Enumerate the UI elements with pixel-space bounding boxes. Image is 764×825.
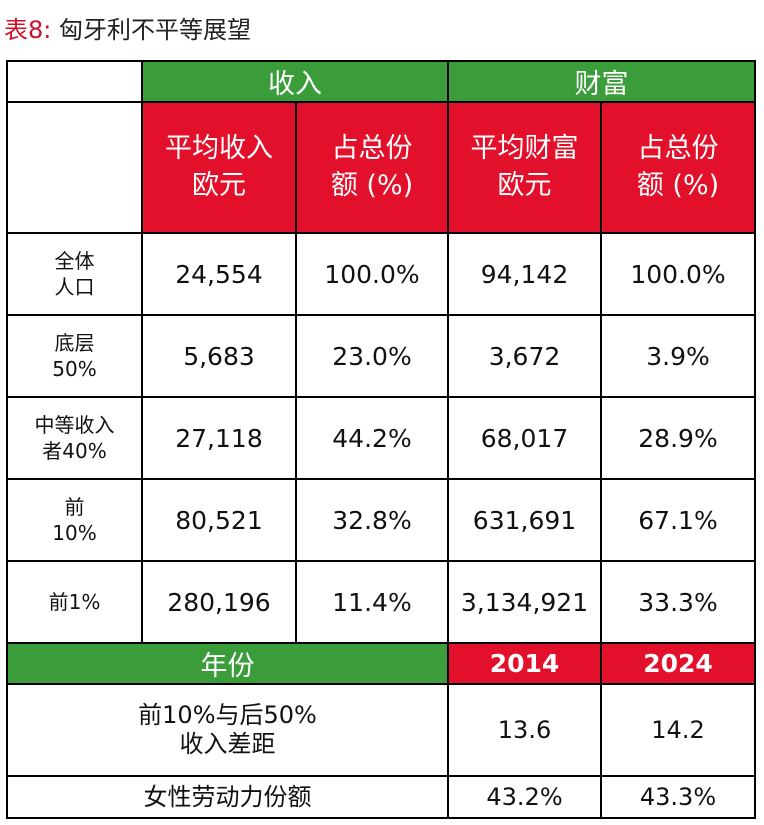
footer-value: 43.3% bbox=[600, 775, 756, 819]
group-header: 收入 bbox=[141, 60, 449, 103]
footer-label: 前10%与后50% 收入差距 bbox=[6, 683, 449, 777]
footer-label: 女性劳动力份额 bbox=[6, 775, 449, 819]
cell-value: 28.9% bbox=[600, 396, 756, 480]
cell-value: 100.0% bbox=[295, 232, 449, 316]
cell-value: 44.2% bbox=[295, 396, 449, 480]
title-label: 表8: bbox=[4, 16, 52, 44]
row-label: 前 10% bbox=[6, 478, 143, 562]
cell-value: 68,017 bbox=[447, 396, 602, 480]
cell-value: 67.1% bbox=[600, 478, 756, 562]
cell-value: 5,683 bbox=[141, 314, 297, 398]
cell-value: 100.0% bbox=[600, 232, 756, 316]
year-label: 年份 bbox=[6, 642, 449, 685]
corner-cell bbox=[6, 101, 143, 234]
row-label: 全体 人口 bbox=[6, 232, 143, 316]
row-label: 前1% bbox=[6, 560, 143, 644]
cell-value: 24,554 bbox=[141, 232, 297, 316]
cell-value: 280,196 bbox=[141, 560, 297, 644]
table: 收入 财富 平均收入 欧元 占总份 额 (%) 平均财富 欧元 占总份 额 (%) 全体 人… bbox=[6, 60, 756, 819]
year-header: 2014 bbox=[447, 642, 602, 685]
column-header: 平均收入 欧元 bbox=[141, 101, 297, 234]
table-row: 女性劳动力份额 43.2% 43.3% bbox=[6, 775, 756, 819]
cell-value: 11.4% bbox=[295, 560, 449, 644]
table-row: 收入 财富 bbox=[6, 60, 756, 103]
cell-value: 3.9% bbox=[600, 314, 756, 398]
table-row: 年份 2014 2024 bbox=[6, 642, 756, 685]
cell-value: 631,691 bbox=[447, 478, 602, 562]
cell-value: 23.0% bbox=[295, 314, 449, 398]
footer-value: 14.2 bbox=[600, 683, 756, 777]
column-header: 占总份 额 (%) bbox=[295, 101, 449, 234]
cell-value: 94,142 bbox=[447, 232, 602, 316]
cell-value: 32.8% bbox=[295, 478, 449, 562]
table-row: 前10%与后50% 收入差距 13.6 14.2 bbox=[6, 683, 756, 777]
footer-value: 13.6 bbox=[447, 683, 602, 777]
table-row: 底层 50% 5,683 23.0% 3,672 3.9% bbox=[6, 314, 756, 398]
footer-value: 43.2% bbox=[447, 775, 602, 819]
cell-value: 80,521 bbox=[141, 478, 297, 562]
table-row: 前 10% 80,521 32.8% 631,691 67.1% bbox=[6, 478, 756, 562]
table-row: 全体 人口 24,554 100.0% 94,142 100.0% bbox=[6, 232, 756, 316]
row-label: 中等收入 者40% bbox=[6, 396, 143, 480]
corner-cell bbox=[6, 60, 143, 103]
table-row: 中等收入 者40% 27,118 44.2% 68,017 28.9% bbox=[6, 396, 756, 480]
table-row: 平均收入 欧元 占总份 额 (%) 平均财富 欧元 占总份 额 (%) bbox=[6, 101, 756, 234]
table-row: 前1% 280,196 11.4% 3,134,921 33.3% bbox=[6, 560, 756, 644]
cell-value: 27,118 bbox=[141, 396, 297, 480]
column-header: 平均财富 欧元 bbox=[447, 101, 602, 234]
cell-value: 3,672 bbox=[447, 314, 602, 398]
group-header: 财富 bbox=[447, 60, 756, 103]
cell-value: 3,134,921 bbox=[447, 560, 602, 644]
year-header: 2024 bbox=[600, 642, 756, 685]
title-text: 匈牙利不平等展望 bbox=[59, 16, 251, 44]
row-label: 底层 50% bbox=[6, 314, 143, 398]
table-title: 表8: 匈牙利不平等展望 bbox=[4, 10, 251, 45]
cell-value: 33.3% bbox=[600, 560, 756, 644]
column-header: 占总份 额 (%) bbox=[600, 101, 756, 234]
